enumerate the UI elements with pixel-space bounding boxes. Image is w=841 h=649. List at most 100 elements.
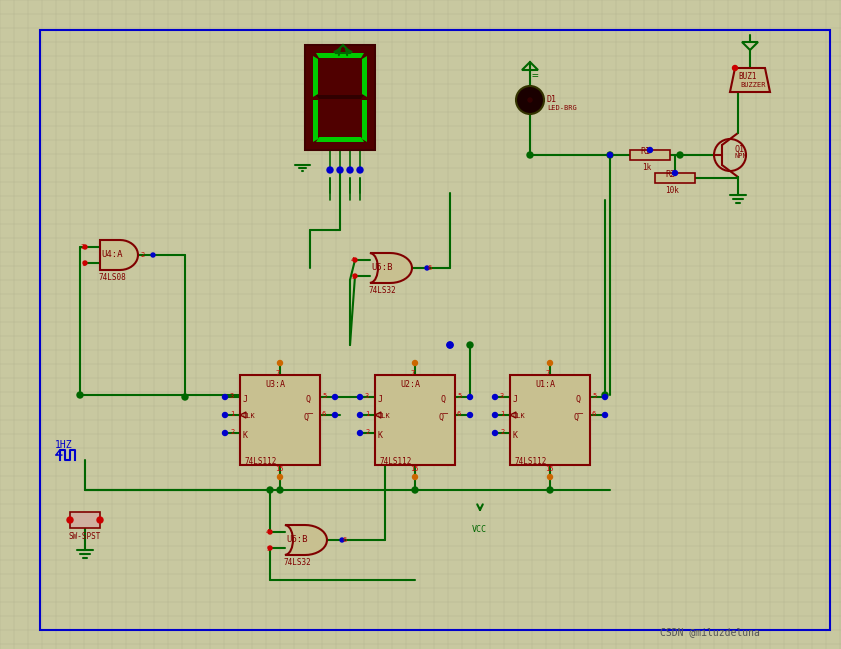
Bar <box>305 45 375 150</box>
Circle shape <box>412 474 417 480</box>
Text: U6:B: U6:B <box>286 535 308 544</box>
Circle shape <box>278 360 283 365</box>
Circle shape <box>353 258 357 262</box>
Text: SW-SPST: SW-SPST <box>69 532 102 541</box>
Text: CLK: CLK <box>513 413 526 419</box>
FancyBboxPatch shape <box>240 375 320 465</box>
Polygon shape <box>370 253 412 283</box>
Text: 2: 2 <box>230 429 235 435</box>
Circle shape <box>277 487 283 493</box>
Text: 15: 15 <box>410 466 419 472</box>
FancyBboxPatch shape <box>655 173 695 183</box>
Circle shape <box>278 474 283 480</box>
Circle shape <box>547 474 553 480</box>
Text: 1: 1 <box>230 411 235 417</box>
Circle shape <box>602 392 608 398</box>
Circle shape <box>547 360 553 365</box>
Circle shape <box>493 430 498 435</box>
Text: 6: 6 <box>457 411 461 417</box>
Text: 6: 6 <box>343 537 347 543</box>
Circle shape <box>182 394 188 400</box>
Text: 74LS08: 74LS08 <box>98 273 126 282</box>
Circle shape <box>151 253 155 257</box>
Circle shape <box>77 392 83 398</box>
Circle shape <box>493 413 498 417</box>
Text: 3: 3 <box>365 393 369 399</box>
Text: R2: R2 <box>665 170 675 179</box>
Text: CSDN @miluzdeluna: CSDN @miluzdeluna <box>660 627 760 637</box>
Text: 5: 5 <box>457 393 461 399</box>
Text: 15: 15 <box>275 466 283 472</box>
Circle shape <box>607 152 613 158</box>
Circle shape <box>648 147 653 153</box>
Circle shape <box>412 360 417 365</box>
Text: 3: 3 <box>230 393 235 399</box>
Circle shape <box>673 171 678 175</box>
Text: Q: Q <box>441 395 446 404</box>
Circle shape <box>425 266 429 270</box>
Text: U5:B: U5:B <box>371 263 393 272</box>
Circle shape <box>447 342 453 348</box>
Circle shape <box>547 487 553 493</box>
Text: 6: 6 <box>322 411 326 417</box>
Text: 74LS112: 74LS112 <box>380 457 412 466</box>
Text: J: J <box>243 395 248 404</box>
Circle shape <box>493 395 498 400</box>
Text: K: K <box>378 431 383 440</box>
Text: 10k: 10k <box>665 186 679 195</box>
Text: Q̅: Q̅ <box>574 413 584 422</box>
Circle shape <box>357 167 363 173</box>
Text: 1HZ: 1HZ <box>55 440 72 450</box>
Text: CLK: CLK <box>243 413 256 419</box>
Circle shape <box>332 395 337 400</box>
Text: 1: 1 <box>365 411 369 417</box>
Text: BUZZER: BUZZER <box>740 82 765 88</box>
Text: U3:A: U3:A <box>265 380 285 389</box>
Circle shape <box>357 430 362 435</box>
Text: J: J <box>378 395 383 404</box>
Text: Q1: Q1 <box>735 145 745 154</box>
Text: Q: Q <box>576 395 581 404</box>
Circle shape <box>357 413 362 417</box>
Text: NPN: NPN <box>735 153 748 159</box>
Text: 7: 7 <box>410 370 415 376</box>
Text: 74LS112: 74LS112 <box>515 457 547 466</box>
Circle shape <box>83 261 87 265</box>
Text: 2: 2 <box>365 429 369 435</box>
Text: Q: Q <box>306 395 311 404</box>
Text: K: K <box>243 431 248 440</box>
FancyBboxPatch shape <box>510 375 590 465</box>
Circle shape <box>327 167 333 173</box>
FancyBboxPatch shape <box>630 150 670 160</box>
Text: 5: 5 <box>592 393 596 399</box>
Circle shape <box>602 395 607 400</box>
Circle shape <box>337 167 343 173</box>
Text: 6: 6 <box>428 265 432 271</box>
Text: R1: R1 <box>640 147 650 156</box>
Circle shape <box>332 413 337 417</box>
Text: K: K <box>513 431 518 440</box>
Text: 1: 1 <box>500 411 505 417</box>
Circle shape <box>223 413 228 417</box>
Text: CLK: CLK <box>378 413 391 419</box>
Polygon shape <box>362 100 367 142</box>
Circle shape <box>223 395 228 400</box>
FancyBboxPatch shape <box>375 375 455 465</box>
Circle shape <box>268 546 272 550</box>
Text: 74LS112: 74LS112 <box>245 457 278 466</box>
Circle shape <box>412 487 418 493</box>
Circle shape <box>340 538 344 542</box>
Text: 3: 3 <box>81 244 85 250</box>
Polygon shape <box>362 56 367 97</box>
Circle shape <box>468 413 473 417</box>
Circle shape <box>516 86 544 114</box>
Polygon shape <box>285 525 327 555</box>
Text: 4: 4 <box>351 257 355 263</box>
Circle shape <box>223 430 228 435</box>
Text: J: J <box>513 395 518 404</box>
Text: 74LS32: 74LS32 <box>368 286 396 295</box>
Text: 74LS32: 74LS32 <box>283 558 311 567</box>
Circle shape <box>268 530 272 534</box>
Polygon shape <box>100 240 138 270</box>
Text: 1: 1 <box>81 261 85 267</box>
